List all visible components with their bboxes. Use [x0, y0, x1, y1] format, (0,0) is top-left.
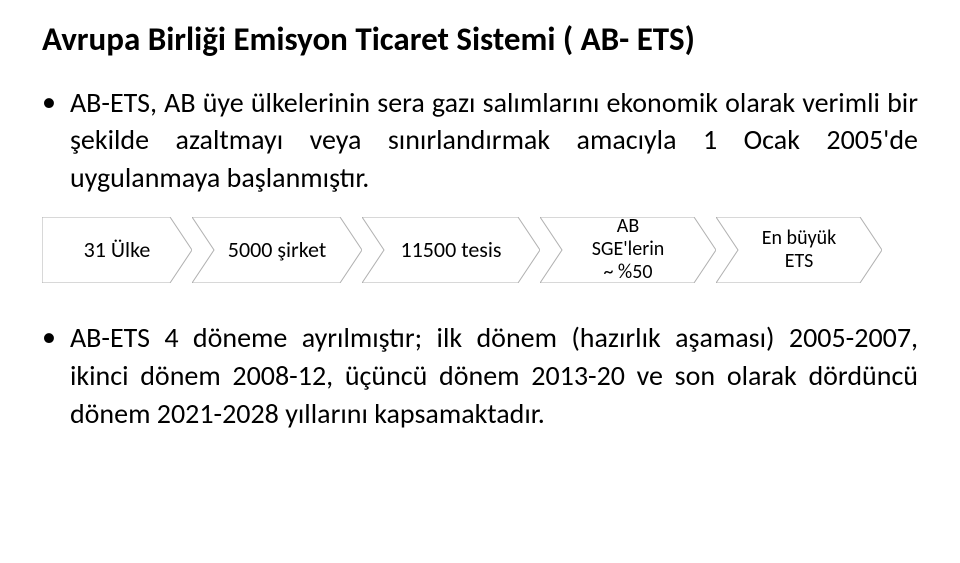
chevron-label-4: AB SGE'lerin ~ %50 [586, 215, 671, 284]
chevron-1: 31 Ülke [42, 217, 192, 283]
bullet-text-2: AB-ETS 4 döneme ayrılmıştır; ilk dönem (… [70, 319, 918, 432]
chevron-label-1: 31 Ülke [78, 237, 157, 262]
bullet-2: • AB-ETS 4 döneme ayrılmıştır; ilk dönem… [42, 319, 918, 432]
chevron-label-5: En büyük ETS [756, 227, 842, 273]
bullet-dot: • [42, 319, 56, 432]
chevron-4: AB SGE'lerin ~ %50 [540, 217, 716, 283]
chevron-5: En büyük ETS [716, 217, 882, 283]
slide-root: Avrupa Birliği Emisyon Ticaret Sistemi (… [0, 0, 960, 563]
bullet-dot: • [42, 84, 56, 197]
chevron-label-2: 5000 şirket [222, 237, 332, 262]
chevron-flow: 31 Ülke 5000 şirket 11500 tesis AB SGE'leri… [42, 217, 918, 283]
bullet-1: • AB-ETS, AB üye ülkelerinin sera gazı s… [42, 84, 918, 197]
bullet-text-1: AB-ETS, AB üye ülkelerinin sera gazı sal… [70, 84, 918, 197]
slide-title: Avrupa Birliği Emisyon Ticaret Sistemi (… [42, 20, 918, 60]
chevron-label-3: 11500 tesis [394, 237, 507, 262]
chevron-2: 5000 şirket [192, 217, 362, 283]
chevron-3: 11500 tesis [362, 217, 540, 283]
